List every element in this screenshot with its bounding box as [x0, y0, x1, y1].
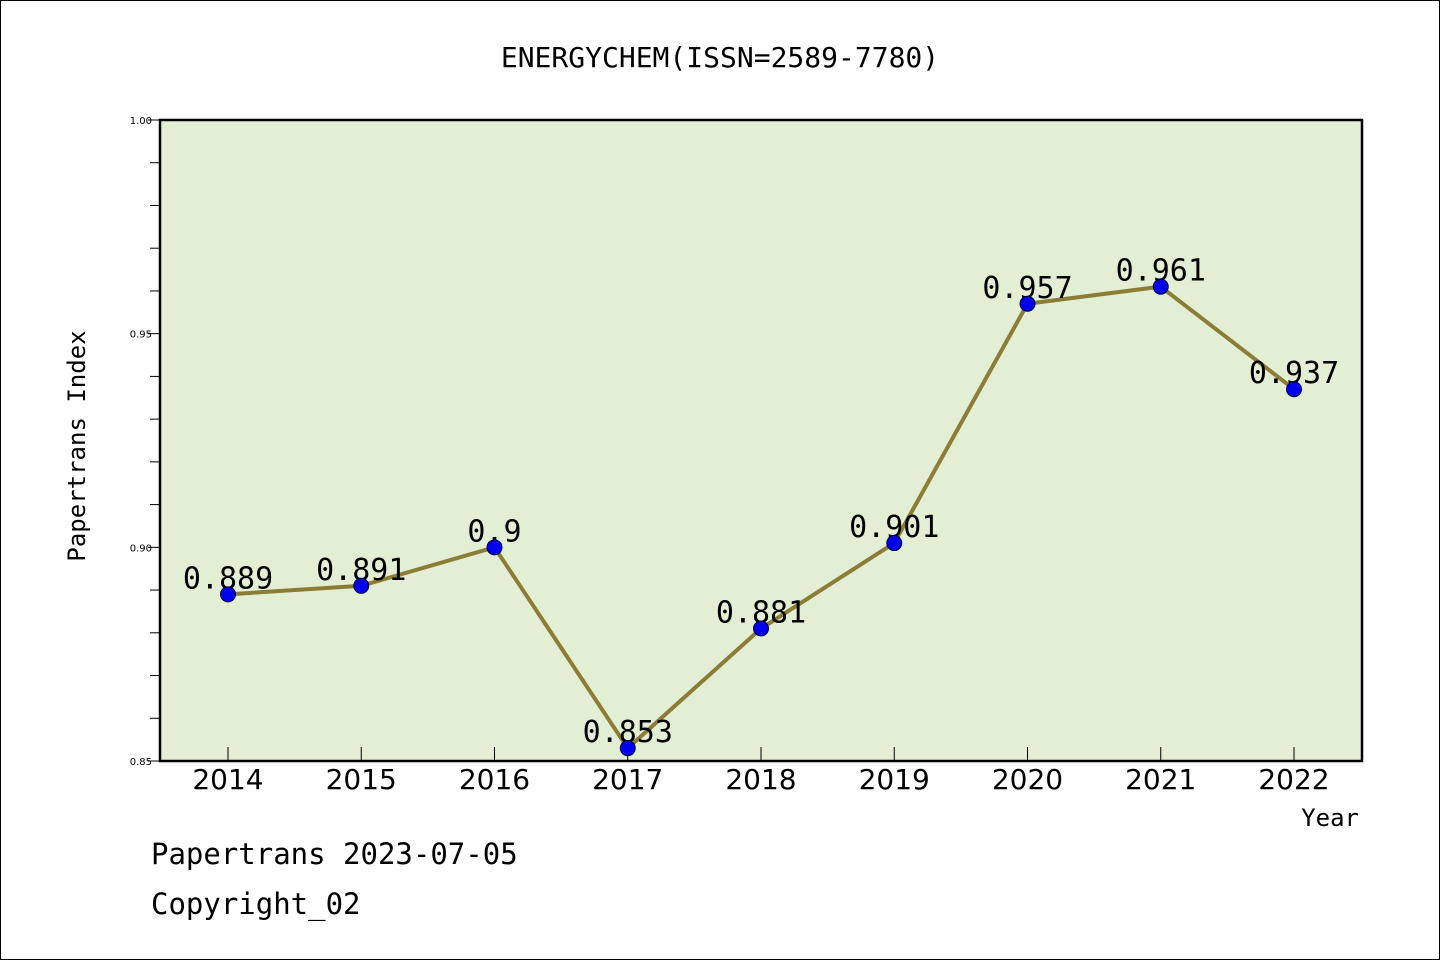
x-tick-label: 2016	[459, 763, 530, 796]
y-tick-label: 0.85	[130, 757, 152, 768]
chart-title: ENERGYCHEM(ISSN=2589-7780)	[501, 41, 939, 74]
x-tick-label: 2014	[192, 763, 263, 796]
plot-frame	[158, 118, 1364, 763]
y-minor-ticks	[150, 162, 160, 719]
data-point	[1019, 295, 1036, 312]
x-tick-label: 2018	[725, 763, 796, 796]
footer-date: Papertrans 2023-07-05	[151, 837, 518, 871]
x-tick-label: 2021	[1125, 763, 1196, 796]
data-point	[486, 539, 503, 556]
data-point	[886, 535, 903, 552]
y-axis-label: Papertrans Index	[63, 330, 91, 561]
footer-copyright: Copyright_02	[151, 887, 361, 921]
y-tick-label: 0.95	[130, 330, 152, 341]
x-tick-label: 2022	[1258, 763, 1329, 796]
data-point	[619, 740, 636, 757]
data-point	[220, 586, 236, 603]
x-tick-label: 2019	[859, 763, 930, 796]
y-tick-label: 0.90	[130, 543, 152, 554]
plot-area	[160, 120, 1362, 761]
data-point	[353, 577, 370, 594]
y-tick-label: 1.00	[130, 116, 152, 127]
x-axis-label: Year	[1301, 804, 1359, 832]
data-point	[1286, 381, 1302, 398]
x-tick-label: 2015	[326, 763, 397, 796]
y-axis-ticks: 0.85 0.90 0.95 1.00	[130, 116, 160, 768]
data-point	[1152, 278, 1169, 295]
x-axis-ticks: 2014 2015 2016 2017 2018 2019 2020 2021 2022	[192, 747, 1330, 796]
x-tick-label: 2017	[592, 763, 663, 796]
x-tick-label: 2020	[992, 763, 1063, 796]
data-point	[753, 620, 769, 637]
